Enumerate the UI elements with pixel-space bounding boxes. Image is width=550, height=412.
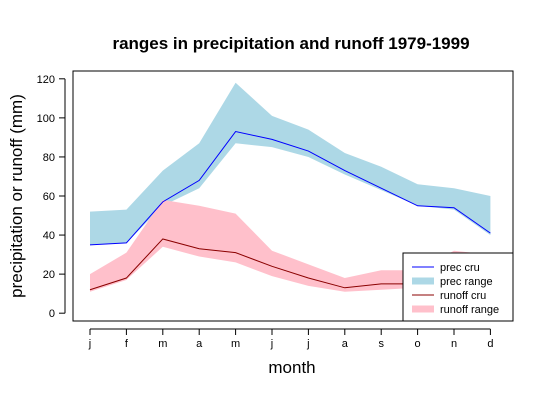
x-tick-label: n	[451, 338, 457, 350]
x-tick-label: o	[415, 338, 421, 350]
y-tick-label: 20	[43, 269, 55, 281]
x-tick-label: j	[88, 338, 91, 350]
x-tick-label: j	[306, 338, 309, 350]
prec-range-band	[90, 82, 491, 245]
legend-label-prec-cru: prec cru	[440, 262, 480, 274]
x-tick-label: a	[196, 338, 203, 350]
x-tick-label: m	[231, 338, 240, 350]
y-axis-label: precipitation or runoff (mm)	[7, 94, 26, 298]
runoff-range-band	[90, 199, 491, 292]
y-tick-label: 60	[43, 191, 55, 203]
x-tick-label: m	[158, 338, 167, 350]
plot-frame	[72, 70, 514, 322]
x-axis-label: month	[268, 358, 315, 377]
x-tick-label: a	[342, 338, 349, 350]
legend: prec cru prec range runoff cru runoff range	[402, 252, 514, 322]
chart-title: ranges in precipitation and runoff 1979-…	[112, 34, 469, 53]
y-tick-label: 120	[37, 74, 55, 86]
x-tick-label: j	[270, 338, 273, 350]
y-tick-label: 100	[37, 113, 55, 125]
legend-label-runoff-cru: runoff cru	[440, 290, 486, 302]
prec-cru-line	[89, 130, 491, 246]
x-tick-label: d	[487, 338, 493, 350]
y-axis: 0 20 40 60 80 100 120	[37, 74, 66, 320]
legend-label-prec-range: prec range	[440, 276, 493, 288]
y-tick-label: 0	[49, 308, 55, 320]
x-tick-label: s	[378, 338, 384, 350]
legend-label-runoff-range: runoff range	[440, 304, 499, 316]
y-tick-label: 80	[43, 152, 55, 164]
x-tick-label: f	[125, 338, 129, 350]
y-tick-label: 40	[43, 230, 55, 242]
